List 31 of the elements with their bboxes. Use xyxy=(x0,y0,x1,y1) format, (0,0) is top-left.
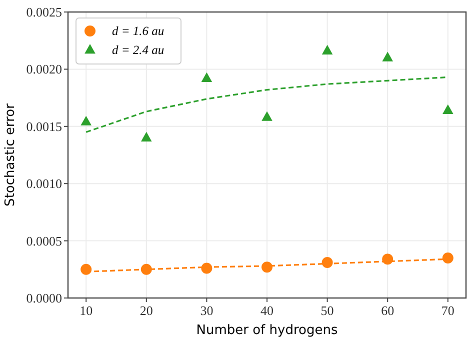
point xyxy=(322,257,333,268)
point xyxy=(442,104,454,114)
y-tick-label: 0.0005 xyxy=(26,233,62,248)
point xyxy=(262,111,272,121)
point xyxy=(262,262,272,273)
point xyxy=(382,254,394,265)
x-tick-label: 10 xyxy=(80,303,93,318)
x-tick-label: 50 xyxy=(320,303,334,318)
point xyxy=(80,264,92,275)
x-axis-title: Number of hydrogens xyxy=(196,323,338,338)
point xyxy=(140,264,152,275)
y-tick-label: 0.0015 xyxy=(26,118,62,134)
legend-label: d = 2.4 au xyxy=(112,43,164,57)
point xyxy=(80,116,92,126)
legend-label: d = 1.6 au xyxy=(112,24,164,38)
x-tick-label: 20 xyxy=(140,303,153,318)
point xyxy=(140,132,152,142)
y-tick-label: 0.0000 xyxy=(26,290,62,306)
y-tick-label: 0.0010 xyxy=(26,176,62,192)
point xyxy=(442,252,454,264)
point xyxy=(322,44,333,54)
y-tick-label: 0.0025 xyxy=(26,4,62,20)
point xyxy=(201,262,212,274)
y-tick-label: 0.0020 xyxy=(26,62,62,77)
x-tick-label: 40 xyxy=(260,303,274,318)
x-tick-label: 30 xyxy=(200,303,214,318)
y-axis-title: Stochastic error xyxy=(3,102,18,206)
point xyxy=(201,72,212,82)
point xyxy=(382,52,394,62)
x-tick-label: 60 xyxy=(381,303,394,318)
x-tick-label: 70 xyxy=(441,303,454,318)
